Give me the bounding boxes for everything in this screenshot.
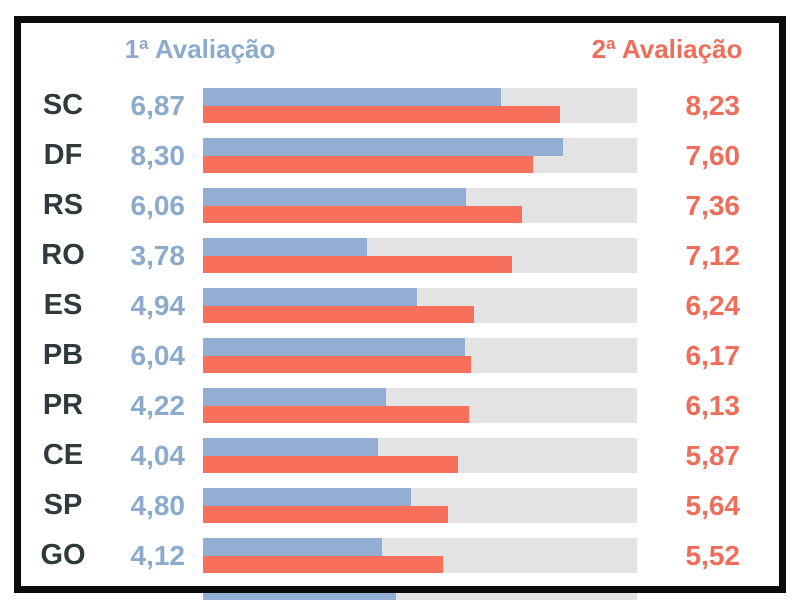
bar-track [203, 88, 637, 123]
bar-track [203, 488, 637, 523]
chart-row: ES 4,94 6,24 [0, 288, 795, 338]
series1-bar [203, 588, 397, 600]
bar-track [203, 288, 637, 323]
chart-row-partial [0, 588, 795, 600]
series2-value-label: 5,52 [685, 540, 741, 571]
series1-value-label: 4,80 [130, 490, 186, 521]
chart-row: PB 6,04 6,17 [0, 338, 795, 388]
series2-value-label: 8,23 [685, 90, 741, 121]
bar-chart-rows: SC 6,87 8,23 DF 8,30 7,60 RS 6,06 [0, 88, 795, 600]
series1-bar [203, 338, 466, 356]
legend-series2-label: 2ª Avaliação [591, 34, 743, 64]
series1-value-label: 3,78 [130, 240, 186, 271]
series1-bar [203, 238, 368, 256]
series2-bar [203, 406, 470, 423]
state-label: GO [40, 539, 86, 571]
chart-row: SP 4,80 5,64 [0, 488, 795, 538]
series1-bar [203, 88, 502, 106]
series1-value-label: 4,94 [130, 290, 186, 321]
series2-bar [203, 306, 474, 323]
series1-bar [203, 388, 387, 406]
series2-value-label: 6,13 [685, 390, 741, 421]
series2-value-label: 5,87 [685, 440, 741, 471]
series1-value-label: 4,12 [130, 540, 186, 571]
series2-bar [203, 256, 512, 273]
series1-bar [203, 538, 382, 556]
chart-row: CE 4,04 5,87 [0, 438, 795, 488]
series2-bar [203, 506, 448, 523]
series1-bar [203, 138, 564, 156]
series1-value-label: 6,87 [130, 90, 186, 121]
bar-track [203, 388, 637, 423]
chart-row: RS 6,06 7,36 [0, 188, 795, 238]
state-label: ES [43, 289, 83, 321]
state-label: DF [43, 139, 83, 171]
series1-value-label: 8,30 [130, 140, 186, 171]
series2-value-label: 7,12 [685, 240, 741, 271]
bar-track [203, 338, 637, 373]
series2-value-label: 6,24 [685, 290, 741, 321]
state-label: SC [42, 89, 84, 121]
series1-bar [203, 438, 379, 456]
series1-bar [203, 288, 418, 306]
series2-bar [203, 456, 458, 473]
bar-track [203, 588, 637, 600]
state-label: RS [42, 189, 84, 221]
series2-bar [203, 106, 561, 123]
series2-value-label: 7,36 [685, 190, 741, 221]
chart-row: PR 4,22 6,13 [0, 388, 795, 438]
chart-row: RO 3,78 7,12 [0, 238, 795, 288]
chart-row: GO 4,12 5,52 [0, 538, 795, 588]
chart-row: SC 6,87 8,23 [0, 88, 795, 138]
state-label: PR [42, 389, 84, 421]
bar-track [203, 238, 637, 273]
legend-series1-label: 1ª Avaliação [124, 34, 276, 64]
series1-value-label: 6,04 [130, 340, 186, 371]
series1-value-label: 6,06 [130, 190, 186, 221]
series2-value-label: 6,17 [685, 340, 741, 371]
series1-bar [203, 488, 412, 506]
state-label: RO [41, 239, 85, 271]
series2-bar [203, 156, 533, 173]
state-label: SP [43, 489, 83, 521]
state-label: PB [42, 339, 84, 371]
series2-bar [203, 356, 471, 373]
series2-value-label: 7,60 [685, 140, 741, 171]
bar-track [203, 438, 637, 473]
chart-row: DF 8,30 7,60 [0, 138, 795, 188]
bar-track [203, 538, 637, 573]
series1-bar [203, 188, 466, 206]
state-label: CE [42, 439, 84, 471]
series2-value-label: 5,64 [685, 490, 741, 521]
bar-track [203, 188, 637, 223]
series2-bar [203, 556, 443, 573]
bar-track [203, 138, 637, 173]
series1-value-label: 4,22 [130, 390, 186, 421]
series2-bar [203, 206, 523, 223]
series1-value-label: 4,04 [130, 440, 186, 471]
